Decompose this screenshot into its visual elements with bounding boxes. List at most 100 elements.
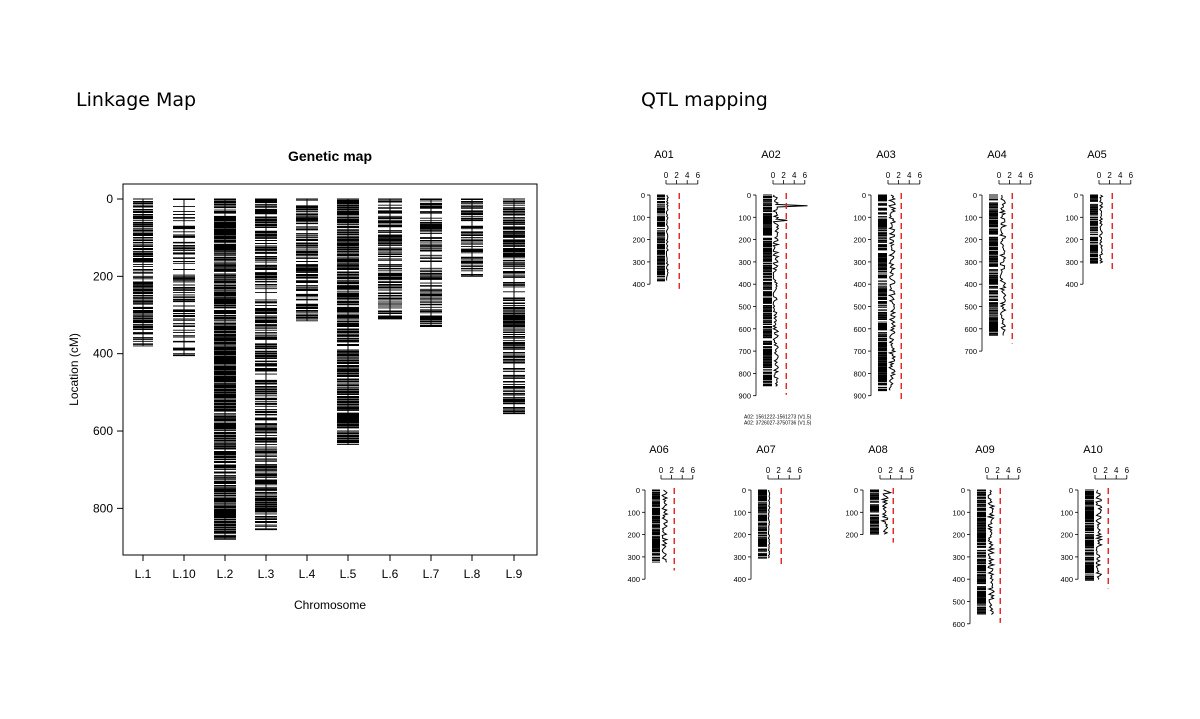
lod-tick-label: 2 bbox=[995, 466, 1000, 475]
lod-tick-label: 2 bbox=[1103, 466, 1108, 475]
position-tick-label: 400 bbox=[964, 280, 977, 289]
position-tick-label: 0 bbox=[862, 191, 866, 200]
position-tick-label: 500 bbox=[964, 303, 977, 312]
lod-tick-label: 4 bbox=[1006, 466, 1011, 475]
linkage-group-L.6 bbox=[378, 198, 402, 320]
lod-tick-label: 2 bbox=[781, 171, 786, 180]
lod-tick-label: 2 bbox=[669, 466, 674, 475]
qtl-note: A02: 1561222-1561273 (V1.5) bbox=[744, 415, 812, 421]
lod-tick-label: 0 bbox=[771, 171, 776, 180]
position-tick-label: 500 bbox=[853, 303, 866, 312]
position-tick-label: 400 bbox=[1060, 575, 1073, 584]
lod-tick-label: 0 bbox=[1093, 466, 1098, 475]
position-tick-label: 400 bbox=[738, 280, 751, 289]
linkage-map-heading: Linkage Map bbox=[76, 89, 197, 111]
position-tick-label: 400 bbox=[952, 575, 965, 584]
lod-tick-label: 2 bbox=[1107, 171, 1112, 180]
marker-ticks bbox=[503, 198, 525, 415]
marker-bar bbox=[652, 489, 660, 563]
position-tick-label: 600 bbox=[952, 620, 965, 629]
lod-tick-label: 6 bbox=[1017, 466, 1022, 475]
qtl-chart-title: A08 bbox=[868, 444, 888, 456]
position-tick-label: 400 bbox=[853, 280, 866, 289]
linkage-group-L.10 bbox=[173, 198, 195, 357]
lod-tick-label: 4 bbox=[899, 466, 904, 475]
position-tick-label: 700 bbox=[738, 347, 751, 356]
lod-tick-label: 6 bbox=[1125, 466, 1130, 475]
lod-tick-label: 6 bbox=[1129, 171, 1134, 180]
qtl-chart-title: A07 bbox=[756, 444, 776, 456]
lod-profile bbox=[998, 194, 1008, 336]
position-tick-label: 200 bbox=[952, 531, 965, 540]
marker-bar bbox=[977, 489, 986, 615]
linkage-group-L.5 bbox=[337, 198, 359, 446]
position-tick-label: 0 bbox=[973, 191, 977, 200]
lod-tick-label: 0 bbox=[664, 171, 669, 180]
lod-tick-label: 0 bbox=[878, 466, 883, 475]
position-tick-label: 500 bbox=[738, 303, 751, 312]
position-tick-label: 100 bbox=[845, 508, 858, 517]
position-tick-label: 100 bbox=[632, 213, 645, 222]
position-tick-label: 0 bbox=[961, 486, 965, 495]
qtl-chart-title: A03 bbox=[876, 149, 896, 161]
position-tick-label: 300 bbox=[733, 553, 746, 562]
lod-tick-label: 6 bbox=[696, 171, 701, 180]
x-tick-label: L.2 bbox=[217, 567, 234, 581]
lod-profile bbox=[880, 489, 893, 535]
position-tick-label: 300 bbox=[1060, 553, 1073, 562]
lod-tick-label: 0 bbox=[659, 466, 664, 475]
position-tick-label: 300 bbox=[952, 553, 965, 562]
position-tick-label: 300 bbox=[632, 258, 645, 267]
lod-tick-label: 6 bbox=[803, 171, 808, 180]
position-tick-label: 400 bbox=[632, 280, 645, 289]
lod-tick-label: 4 bbox=[1114, 466, 1119, 475]
plot-frame bbox=[122, 183, 538, 556]
position-tick-label: 900 bbox=[738, 392, 751, 401]
position-tick-label: 100 bbox=[853, 213, 866, 222]
y-tick-label: 0 bbox=[106, 192, 113, 206]
qtl-chart-title: A04 bbox=[987, 149, 1007, 161]
position-tick-label: 400 bbox=[627, 575, 640, 584]
qtl-chart-title: A09 bbox=[975, 444, 995, 456]
qtl-mapping-heading: QTL mapping bbox=[641, 89, 768, 111]
lod-profile bbox=[767, 490, 771, 559]
position-tick-label: 200 bbox=[738, 236, 751, 245]
marker-ticks bbox=[461, 198, 483, 277]
position-tick-label: 100 bbox=[952, 508, 965, 517]
position-tick-label: 400 bbox=[733, 575, 746, 584]
x-tick-label: L.6 bbox=[382, 567, 399, 581]
position-tick-label: 300 bbox=[1065, 258, 1078, 267]
qtl-chart-title: A10 bbox=[1083, 444, 1103, 456]
x-tick-label: L.7 bbox=[423, 567, 440, 581]
x-tick-label: L.4 bbox=[299, 567, 316, 581]
lod-tick-label: 6 bbox=[691, 466, 696, 475]
position-tick-label: 100 bbox=[733, 508, 746, 517]
x-tick-label: L.3 bbox=[258, 567, 275, 581]
lod-tick-label: 4 bbox=[680, 466, 685, 475]
lod-tick-label: 6 bbox=[798, 466, 803, 475]
position-tick-label: 700 bbox=[964, 347, 977, 356]
x-tick-label: L.1 bbox=[135, 567, 152, 581]
lod-tick-label: 4 bbox=[1118, 171, 1123, 180]
position-tick-label: 700 bbox=[853, 347, 866, 356]
position-tick-label: 200 bbox=[1060, 531, 1073, 540]
lod-profile bbox=[660, 489, 669, 563]
marker-bar bbox=[657, 194, 665, 282]
y-tick-label: 800 bbox=[93, 501, 113, 515]
lod-profile bbox=[665, 194, 669, 281]
lod-tick-label: 2 bbox=[888, 466, 893, 475]
position-tick-label: 100 bbox=[738, 213, 751, 222]
lod-tick-label: 0 bbox=[886, 171, 891, 180]
y-tick-label: 400 bbox=[93, 347, 113, 361]
marker-ticks bbox=[337, 198, 359, 446]
x-tick-label: L.10 bbox=[172, 567, 196, 581]
lod-tick-label: 2 bbox=[776, 466, 781, 475]
